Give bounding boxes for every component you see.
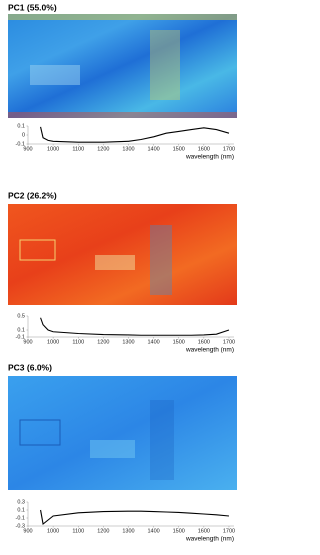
- pc3-image: [8, 376, 237, 490]
- y-tick-label: 0.1: [17, 507, 25, 513]
- pc1-image: [8, 14, 237, 118]
- x-tick-label: 1400: [147, 528, 159, 534]
- y-tick-label: -0.3: [16, 523, 25, 529]
- x-tick-label: 900: [23, 339, 32, 345]
- x-tick-label: 1500: [173, 528, 185, 534]
- y-tick-label: 0.5: [17, 313, 25, 319]
- y-tick-label: 0.1: [17, 123, 25, 129]
- y-tick-label: -0.1: [16, 334, 25, 340]
- x-tick-label: 1700: [223, 146, 235, 152]
- y-tick-label: -0.1: [16, 515, 25, 521]
- figure: PC1 (55.0%) -0.1 0 0.1 900 1000 1100 1200 1300 14…: [8, 2, 237, 543]
- x-axis-label: wavelength (nm): [185, 536, 234, 543]
- x-tick-label: 1600: [198, 146, 210, 152]
- x-tick-label: 1000: [47, 339, 59, 345]
- spectrum-line: [40, 509, 230, 526]
- x-tick-label: 1600: [198, 528, 210, 534]
- x-tick-label: 1600: [198, 339, 210, 345]
- y-tick-label: 0.3: [17, 499, 25, 505]
- x-tick-label: 1200: [97, 146, 109, 152]
- y-tick-label: -0.1: [16, 141, 25, 147]
- x-tick-label: 1400: [147, 146, 159, 152]
- y-tick-label: 0.1: [17, 327, 25, 333]
- x-tick-label: 1000: [47, 146, 59, 152]
- x-tick-label: 1400: [147, 339, 159, 345]
- x-tick-label: 1500: [173, 339, 185, 345]
- x-tick-label: 1300: [122, 339, 134, 345]
- x-tick-label: 1300: [122, 146, 134, 152]
- x-tick-label: 1200: [97, 528, 109, 534]
- panel-title: PC1 (55.0%): [8, 2, 57, 12]
- x-tick-label: 1100: [72, 146, 84, 152]
- x-tick-label: 1200: [97, 339, 109, 345]
- x-tick-label: 1000: [47, 528, 59, 534]
- x-tick-label: 1300: [122, 528, 134, 534]
- x-tick-label: 1100: [72, 528, 84, 534]
- page: {"chart_data": [ {"type": "line", "title…: [8, 2, 237, 543]
- x-tick-label: 1700: [223, 528, 235, 534]
- x-tick-label: 900: [23, 528, 32, 534]
- x-tick-label: 900: [23, 146, 32, 152]
- x-axis-label: wavelength (nm): [185, 154, 234, 161]
- x-axis-label: wavelength (nm): [185, 347, 234, 354]
- panel-title: PC3 (6.0%): [8, 362, 52, 372]
- pc2-image: [8, 204, 237, 305]
- panel-title: PC2 (26.2%): [8, 190, 57, 200]
- y-tick-label: 0: [22, 132, 25, 138]
- spectrum-line: [40, 317, 230, 336]
- x-tick-label: 1100: [72, 339, 84, 345]
- x-tick-label: 1700: [223, 339, 235, 345]
- x-tick-label: 1500: [173, 146, 185, 152]
- spectrum-line: [40, 126, 230, 143]
